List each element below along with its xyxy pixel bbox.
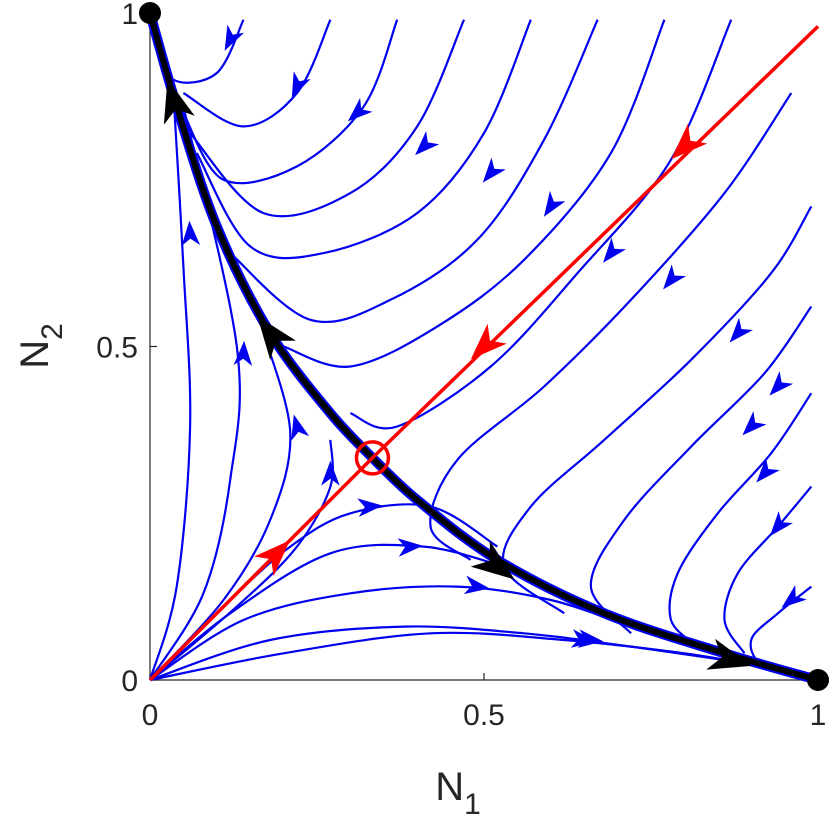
separatrix-arrow xyxy=(470,323,507,360)
trajectory-arrow xyxy=(224,24,245,51)
trajectory-arrow xyxy=(769,371,794,396)
manifold-arrow xyxy=(470,540,515,580)
trajectory-arrow xyxy=(291,71,311,98)
trajectory-line xyxy=(149,543,505,681)
manifold-arrow xyxy=(257,316,296,360)
stable-fixed-point xyxy=(139,2,161,24)
separatrix-line xyxy=(148,456,374,682)
trajectory-line xyxy=(148,92,192,681)
separatrix-arrow xyxy=(254,540,290,577)
x-axis-label-main: N xyxy=(435,765,464,809)
separatrix-arrow xyxy=(671,123,708,160)
trajectory-line xyxy=(229,19,599,324)
trajectory-line xyxy=(668,392,813,648)
trajectory-arrow xyxy=(543,190,566,217)
trajectory-arrow xyxy=(482,157,506,183)
trajectory-arrow xyxy=(781,584,807,608)
trajectory-line xyxy=(195,19,532,260)
manifold-arrow xyxy=(163,79,195,125)
trajectory-arrow xyxy=(347,97,373,122)
y-axis-label: N2 xyxy=(13,323,69,369)
y-tick-label: 1 xyxy=(121,0,138,31)
trajectory-line xyxy=(501,205,813,615)
trajectory-line xyxy=(283,19,666,368)
x-axis-label-subscript: 1 xyxy=(464,788,481,821)
trajectory-arrow xyxy=(570,629,597,648)
trajectory-arrow xyxy=(769,511,793,537)
x-axis-label: N1 xyxy=(435,765,481,821)
trajectory-arrow xyxy=(233,340,253,367)
trajectory-line xyxy=(589,305,813,635)
trajectory-line xyxy=(723,485,813,654)
trajectory-line xyxy=(149,625,725,682)
x-tick-label: 0 xyxy=(142,699,159,732)
trajectory-line xyxy=(149,503,498,681)
trajectory-line xyxy=(349,19,733,430)
trajectory-arrow xyxy=(181,220,201,247)
manifold-arrow xyxy=(706,638,752,670)
fixed-points-group xyxy=(139,2,829,691)
y-axis-label-main: N xyxy=(13,340,57,369)
trajectory-arrow xyxy=(729,317,753,343)
trajectory-arrow xyxy=(663,264,687,290)
trajectory-arrow xyxy=(577,629,604,648)
y-axis-label-subscript: 2 xyxy=(36,323,69,340)
trajectory-line xyxy=(149,631,765,682)
trajectory-arrow xyxy=(357,498,383,517)
trajectory-arrow xyxy=(603,237,626,263)
y-tick-label: 0.5 xyxy=(96,332,138,365)
manifold-halo xyxy=(145,8,378,463)
x-tick-label: 0.5 xyxy=(463,699,505,732)
y-tick-label: 0 xyxy=(121,665,138,698)
saddle-point-marker xyxy=(354,440,391,476)
separatrix-line xyxy=(371,25,820,460)
trajectory-line xyxy=(182,19,332,128)
x-tick-label: 1 xyxy=(810,699,827,732)
trajectory-arrow xyxy=(415,131,440,156)
tick-labels: 0 0.5 1 0 0.5 1 xyxy=(96,0,826,732)
trajectory-line xyxy=(149,332,292,681)
trajectory-arrow xyxy=(756,457,780,483)
trajectory-arrow xyxy=(291,414,310,441)
trajectory-line xyxy=(149,106,241,681)
trajectory-line xyxy=(149,585,632,681)
unstable-manifold-group xyxy=(145,8,823,685)
trajectory-line xyxy=(429,92,793,561)
stable-fixed-point xyxy=(807,669,829,691)
unstable-manifold-line xyxy=(147,10,376,461)
trajectory-arrow xyxy=(321,460,340,486)
trajectory-arrow xyxy=(397,538,423,557)
separatrix-group xyxy=(148,25,820,682)
trajectory-arrow xyxy=(742,411,767,436)
trajectory-arrow xyxy=(463,575,490,595)
trajectory-line xyxy=(189,19,466,218)
trajectory-group xyxy=(148,12,819,682)
trajectory-line xyxy=(182,19,399,185)
trajectory-line xyxy=(149,439,334,681)
